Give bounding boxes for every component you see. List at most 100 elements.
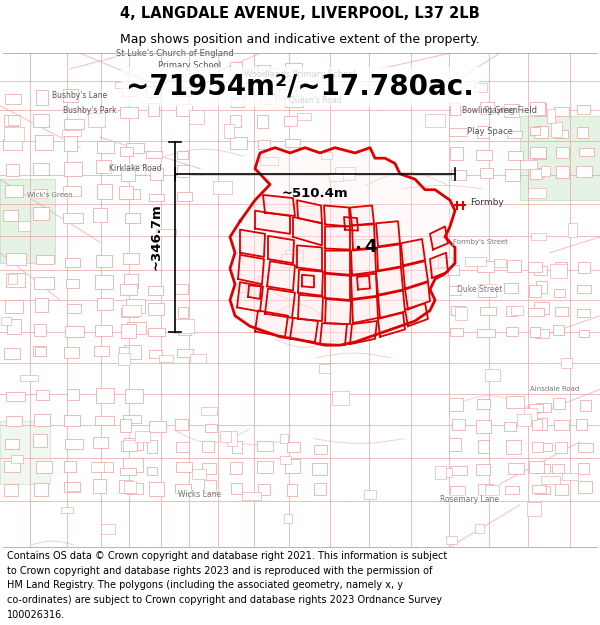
Bar bbox=[64, 162, 82, 176]
Bar bbox=[448, 265, 459, 275]
Bar bbox=[160, 355, 173, 362]
Bar bbox=[285, 459, 300, 473]
Bar bbox=[124, 414, 142, 423]
Polygon shape bbox=[302, 275, 314, 288]
Bar bbox=[554, 107, 569, 116]
Bar bbox=[5, 94, 20, 104]
Bar bbox=[259, 81, 275, 93]
Polygon shape bbox=[350, 321, 377, 344]
Bar bbox=[122, 82, 137, 96]
Bar bbox=[578, 443, 593, 452]
Bar bbox=[149, 194, 164, 201]
Bar bbox=[230, 462, 242, 474]
Bar bbox=[124, 438, 143, 450]
Text: Bushby's Park: Bushby's Park bbox=[63, 106, 117, 116]
Bar bbox=[506, 396, 524, 409]
Bar bbox=[480, 307, 496, 315]
Bar bbox=[61, 506, 73, 513]
Bar bbox=[5, 186, 23, 197]
Bar bbox=[178, 151, 188, 159]
Bar bbox=[449, 438, 461, 451]
Bar bbox=[1, 317, 11, 324]
Polygon shape bbox=[324, 206, 350, 226]
Bar bbox=[312, 462, 327, 475]
Bar bbox=[67, 304, 80, 314]
Polygon shape bbox=[263, 195, 295, 216]
Text: HM Land Registry. The polygons (including the associated geometry, namely x, y: HM Land Registry. The polygons (includin… bbox=[7, 581, 403, 591]
Bar bbox=[232, 441, 242, 453]
Polygon shape bbox=[351, 249, 376, 275]
Bar bbox=[529, 285, 541, 297]
Bar bbox=[155, 229, 176, 236]
Bar bbox=[478, 284, 496, 297]
Polygon shape bbox=[297, 246, 322, 271]
Bar bbox=[94, 346, 109, 356]
Bar bbox=[286, 250, 304, 261]
Bar bbox=[451, 486, 466, 495]
Bar bbox=[65, 279, 79, 288]
Bar bbox=[65, 258, 80, 267]
Bar bbox=[91, 462, 104, 472]
Polygon shape bbox=[325, 226, 350, 249]
Polygon shape bbox=[298, 269, 323, 296]
Bar bbox=[64, 119, 84, 129]
Bar bbox=[8, 274, 17, 284]
Bar bbox=[64, 186, 82, 196]
Bar bbox=[95, 161, 111, 173]
Bar bbox=[541, 476, 560, 484]
Bar bbox=[4, 461, 20, 472]
Bar bbox=[579, 149, 593, 156]
Bar bbox=[532, 442, 543, 452]
Bar bbox=[178, 321, 191, 335]
Bar bbox=[3, 210, 18, 221]
Bar bbox=[580, 400, 591, 411]
Bar bbox=[230, 62, 242, 73]
Bar bbox=[35, 461, 52, 472]
Polygon shape bbox=[352, 297, 378, 323]
Bar bbox=[67, 389, 79, 400]
Polygon shape bbox=[265, 289, 295, 318]
Bar bbox=[124, 481, 136, 493]
Bar bbox=[320, 152, 332, 159]
Bar bbox=[4, 116, 18, 126]
Polygon shape bbox=[430, 253, 448, 278]
Polygon shape bbox=[325, 274, 350, 300]
Bar bbox=[64, 89, 79, 102]
Bar bbox=[507, 131, 522, 139]
Bar bbox=[119, 419, 131, 432]
Bar bbox=[435, 466, 446, 479]
Text: Formby's Street: Formby's Street bbox=[452, 239, 508, 245]
Bar bbox=[34, 483, 47, 496]
Bar bbox=[124, 274, 138, 288]
Bar bbox=[287, 442, 301, 452]
Bar bbox=[451, 170, 466, 179]
Bar bbox=[530, 102, 545, 114]
Bar bbox=[5, 439, 19, 449]
Bar bbox=[124, 189, 140, 199]
Bar bbox=[464, 257, 485, 266]
Bar bbox=[578, 330, 589, 338]
Bar bbox=[452, 419, 465, 429]
Bar bbox=[508, 151, 523, 159]
Bar bbox=[119, 480, 132, 492]
Bar bbox=[578, 262, 590, 273]
Bar bbox=[123, 458, 143, 472]
Bar bbox=[121, 324, 136, 338]
Bar bbox=[176, 87, 191, 96]
Bar bbox=[149, 350, 161, 358]
Bar bbox=[6, 272, 25, 287]
Bar bbox=[175, 284, 188, 294]
Bar bbox=[511, 306, 523, 315]
Polygon shape bbox=[290, 318, 318, 342]
Polygon shape bbox=[376, 221, 400, 246]
Bar bbox=[280, 456, 291, 464]
Bar bbox=[7, 319, 21, 334]
Polygon shape bbox=[378, 291, 405, 318]
Bar bbox=[547, 109, 556, 123]
Text: 4, LANGDALE AVENUE, LIVERPOOL, L37 2LB: 4, LANGDALE AVENUE, LIVERPOOL, L37 2LB bbox=[120, 6, 480, 21]
Bar bbox=[527, 188, 546, 198]
Bar bbox=[506, 306, 517, 316]
Bar bbox=[285, 139, 300, 147]
Bar bbox=[63, 213, 83, 222]
Bar bbox=[64, 136, 77, 151]
